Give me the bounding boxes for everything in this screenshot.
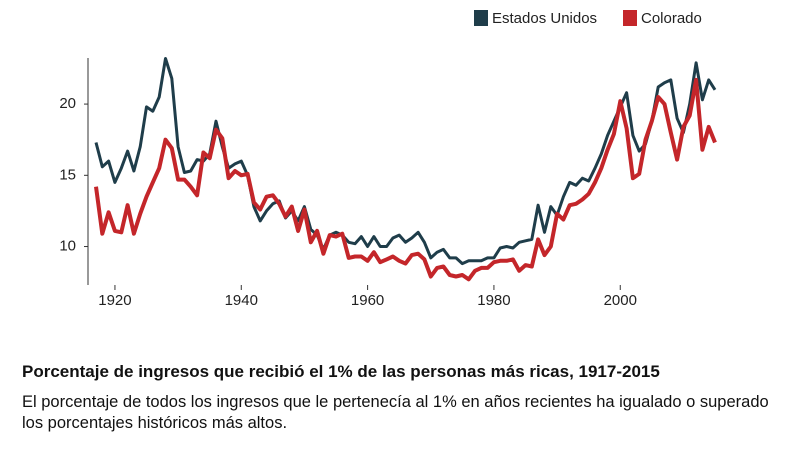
x-tick-label: 1920 <box>98 292 131 309</box>
chart-title: Porcentaje de ingresos que recibió el 1%… <box>22 362 660 381</box>
legend-swatch <box>623 10 637 26</box>
y-tick-label: 10 <box>59 238 76 255</box>
x-tick-label: 2000 <box>604 292 637 309</box>
series-line <box>94 57 717 266</box>
x-tick-label: 1980 <box>477 292 510 309</box>
series-line <box>94 77 717 282</box>
legend-label: Colorado <box>641 10 702 27</box>
x-tick-label: 1940 <box>225 292 258 309</box>
y-tick-label: 20 <box>59 95 76 112</box>
chart: 10 15 20 1920 1940 1960 1980 2000 Estados Unidos… <box>59 10 717 309</box>
legend-swatch <box>474 10 488 26</box>
legend-label: Estados Unidos <box>492 10 597 27</box>
x-tick-label: 1960 <box>351 292 384 309</box>
chart-subtitle: El porcentaje de todos los ingresos que … <box>22 393 769 432</box>
y-tick-label: 15 <box>59 166 76 183</box>
